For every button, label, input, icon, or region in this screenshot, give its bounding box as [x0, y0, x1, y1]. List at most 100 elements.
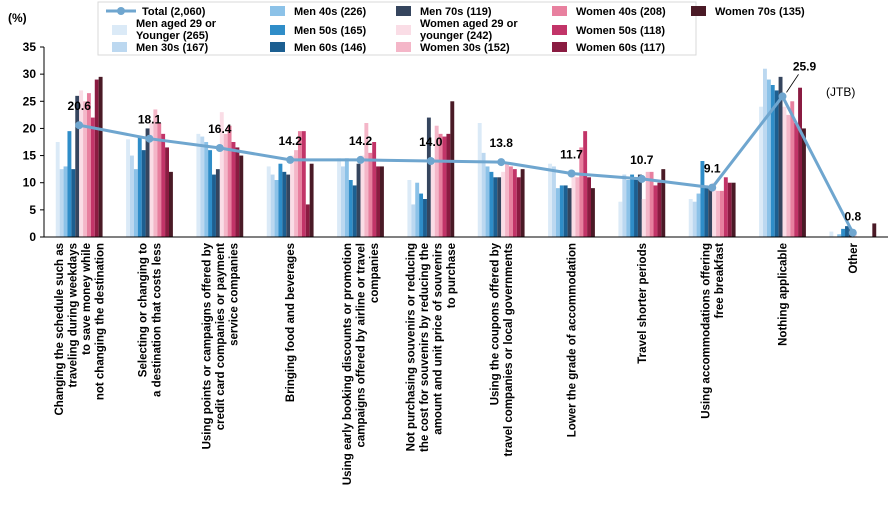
bar-7-1 — [79, 90, 84, 238]
bar-9-11 — [790, 101, 795, 237]
bar-5-5 — [352, 185, 357, 237]
bar-12-10 — [731, 182, 736, 237]
bar-1-12 — [829, 231, 834, 237]
total-point — [708, 183, 717, 192]
category-label-line: service companies — [228, 243, 240, 346]
total-point — [637, 174, 646, 183]
bar-6-3 — [215, 169, 220, 237]
bars-group — [55, 68, 877, 238]
bar-6-4 — [286, 174, 291, 237]
bar-12-1 — [98, 76, 103, 237]
category-label: Nothing applicable — [778, 243, 790, 346]
bar-11-11 — [798, 87, 802, 238]
legend-swatch — [270, 42, 285, 52]
bar-12-4 — [309, 163, 314, 237]
bar-12-7 — [520, 169, 525, 237]
bar-10-6 — [442, 136, 447, 237]
bar-8-7 — [505, 163, 509, 237]
legend-swatch — [112, 25, 127, 35]
legend-label: Women 70s (135) — [715, 6, 805, 18]
bar-10-9 — [653, 185, 658, 237]
bar-11-2 — [165, 147, 169, 237]
bar-2-1 — [59, 169, 64, 237]
bar-11-5 — [376, 166, 380, 237]
bar-7-6 — [430, 158, 435, 237]
bar-9-9 — [649, 171, 654, 237]
total-data-label: 14.2 — [349, 134, 373, 148]
total-point — [356, 155, 365, 164]
bar-11-3 — [235, 147, 240, 237]
bar-9-2 — [157, 123, 162, 237]
bar-11-10 — [727, 182, 732, 237]
bar-10-10 — [723, 177, 728, 237]
y-axis-unit-label: (%) — [8, 11, 27, 25]
total-data-label: 14.0 — [419, 135, 443, 149]
legend-swatch — [270, 6, 285, 16]
total-series-line — [78, 93, 855, 234]
bar-4-12 — [841, 228, 846, 237]
bar-3-5 — [344, 158, 349, 237]
bar-4-3 — [208, 150, 213, 237]
category-label-line: Travel shorter periods — [637, 243, 649, 364]
category-label-line: not changing the destination — [95, 243, 107, 400]
bar-1-6 — [407, 180, 412, 237]
total-data-label: 11.7 — [560, 148, 583, 162]
legend-swatch — [552, 42, 567, 52]
bar-8-10 — [716, 190, 720, 237]
bar-6-1 — [75, 95, 80, 237]
bar-4-9 — [630, 174, 635, 237]
bar-1-1 — [55, 142, 60, 237]
bar-8-4 — [294, 150, 298, 237]
bar-3-6 — [415, 182, 420, 237]
bar-5-7 — [493, 177, 498, 237]
legend-label: Women 40s (208) — [576, 6, 666, 18]
bar-6-6 — [426, 117, 431, 237]
total-point — [567, 169, 576, 178]
total-point — [286, 155, 295, 164]
total-data-label: 9.1 — [704, 162, 721, 176]
bar-2-5 — [341, 166, 345, 237]
legend-swatch — [552, 25, 567, 35]
bar-2-2 — [130, 155, 134, 237]
bar-11-9 — [657, 182, 662, 237]
bar-9-10 — [719, 190, 724, 237]
bar-1-9 — [618, 201, 623, 237]
bar-9-3 — [227, 125, 232, 237]
legend-swatch — [112, 42, 127, 52]
category-label-line: credit card companies or payment — [215, 243, 227, 430]
category-label: Using early booking discounts or promoti… — [342, 243, 381, 485]
bar-5-1 — [71, 169, 76, 237]
legend-label: Women 30s (152) — [420, 42, 510, 54]
bar-11-4 — [305, 204, 310, 237]
bar-5-12 — [845, 226, 849, 237]
bar-8-9 — [645, 171, 650, 237]
category-label-line: travel companies or local governments — [503, 243, 515, 456]
bar-10-2 — [161, 133, 166, 237]
bar-4-1 — [67, 131, 72, 237]
bar-10-1 — [90, 117, 95, 237]
bar-4-5 — [348, 180, 353, 237]
legend-swatch — [396, 42, 411, 52]
y-tick-label: 35 — [23, 40, 37, 54]
category-label-line: traveling during weekdays — [67, 243, 79, 387]
bar-7-7 — [501, 171, 506, 237]
y-tick-label: 5 — [29, 203, 36, 217]
legend-swatch — [552, 6, 567, 16]
legend-label: younger (242) — [420, 30, 492, 42]
legend-swatch — [691, 6, 706, 16]
bar-9-8 — [579, 147, 584, 237]
legend-label: Men 40s (226) — [294, 6, 366, 18]
bar-3-10 — [696, 193, 701, 237]
bar-7-11 — [782, 106, 787, 238]
bar-3-11 — [766, 79, 771, 237]
bar-1-2 — [126, 139, 130, 237]
category-label: Using the coupons offered by travel compa… — [489, 242, 515, 456]
total-data-label: 13.8 — [490, 136, 514, 150]
total-point — [426, 157, 435, 165]
bar-6-5 — [356, 163, 361, 237]
legend-label: Women 60s (117) — [576, 42, 665, 54]
bar-3-1 — [63, 166, 68, 237]
category-labels-group: Changing the schedule such as traveling d… — [54, 242, 860, 485]
category-label-line: campaigns offered by airline or travel — [356, 243, 368, 448]
bar-11-7 — [516, 177, 521, 237]
